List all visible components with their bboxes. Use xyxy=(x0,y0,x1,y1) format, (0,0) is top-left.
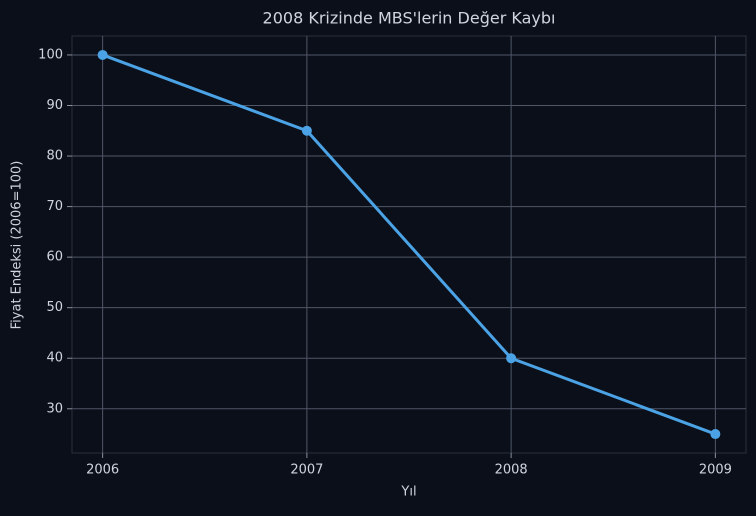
y-axis-label: Fiyat Endeksi (2006=100) xyxy=(10,161,25,330)
data-point xyxy=(710,429,721,440)
y-tick-label: 90 xyxy=(46,98,63,113)
y-tick-label: 30 xyxy=(46,401,63,416)
x-tick-label: 2008 xyxy=(495,463,528,478)
x-axis-label: Yıl xyxy=(400,485,416,500)
data-point xyxy=(97,49,108,60)
chart-title: 2008 Krizinde MBS'lerin Değer Kaybı xyxy=(263,9,556,28)
data-point xyxy=(506,353,517,364)
x-tick-label: 2006 xyxy=(86,463,119,478)
data-line xyxy=(102,53,716,436)
plot-frame xyxy=(71,35,747,454)
x-tick-label: 2009 xyxy=(699,463,732,478)
x-tick-label: 2007 xyxy=(290,463,323,478)
data-point xyxy=(301,125,312,136)
y-tick-label: 60 xyxy=(46,250,63,265)
y-tick-label: 100 xyxy=(38,47,63,62)
y-tick-label: 50 xyxy=(46,300,63,315)
y-tick-label: 80 xyxy=(46,149,63,164)
y-tick-label: 40 xyxy=(46,351,63,366)
y-tick-label: 70 xyxy=(46,199,63,214)
